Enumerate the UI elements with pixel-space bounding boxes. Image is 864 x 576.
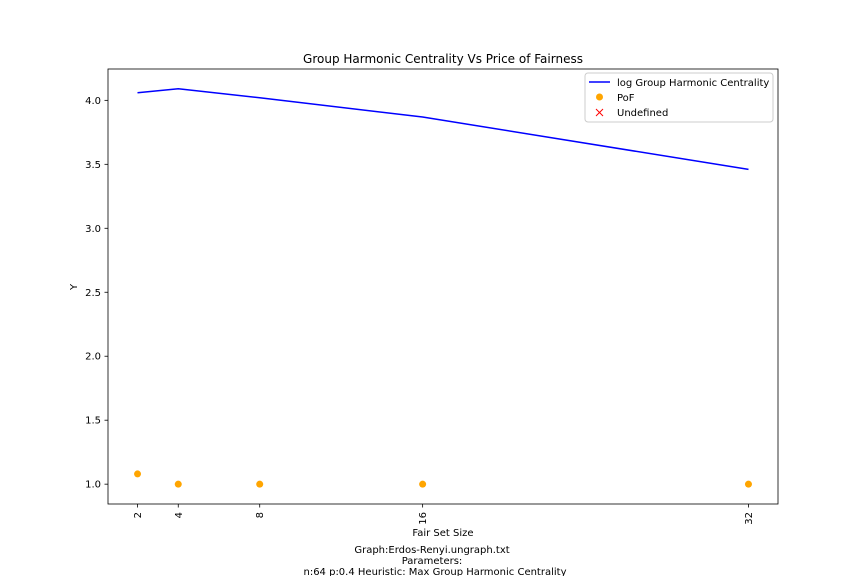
x-tick-label: 32 — [744, 512, 755, 525]
y-tick-label: 1.0 — [85, 480, 101, 491]
legend-label-log-group-harmonic-centrality: log Group Harmonic Centrality — [617, 78, 769, 89]
y-axis: 1.0 1.5 2.0 2.5 3.0 3.5 4.0 — [85, 96, 108, 491]
legend-pof-swatch — [596, 93, 603, 101]
x-axis-label: Fair Set Size — [412, 528, 473, 539]
x-tick-label: 2 — [133, 512, 144, 518]
legend-frame — [584, 72, 774, 123]
legend-label-undefined: Undefined — [617, 108, 668, 119]
x-tick-label: 4 — [174, 512, 185, 518]
caption-line-3: n:64 p:0.4 Heuristic: Max Group Harmonic… — [303, 567, 566, 576]
plot-area — [107, 68, 779, 505]
caption-line-1: Graph:Erdos-Renyi.ungraph.txt — [354, 545, 509, 556]
pof-point — [174, 480, 182, 488]
caption-line-2: Parameters: — [402, 556, 463, 567]
x-axis: 2 4 8 16 32 — [133, 504, 755, 525]
y-tick-label: 2.0 — [85, 352, 101, 363]
y-tick-label: 3.0 — [85, 224, 101, 235]
x-tick-label: 16 — [418, 512, 429, 525]
y-axis-label: Y — [69, 283, 80, 291]
pof-point — [744, 480, 752, 488]
pof-point — [256, 480, 264, 488]
series-line-log-group-harmonic-centrality — [137, 88, 749, 171]
y-tick-label: 3.5 — [85, 160, 101, 171]
pof-point — [134, 470, 142, 478]
y-tick-label: 2.5 — [85, 288, 101, 299]
y-tick-label: 1.5 — [85, 416, 101, 427]
legend: log Group Harmonic Centrality PoF Undefi… — [584, 72, 774, 123]
legend-undefined-swatch — [595, 108, 604, 117]
y-tick-label: 4.0 — [85, 96, 101, 107]
pof-point — [419, 480, 427, 488]
x-tick-label: 8 — [255, 512, 266, 518]
chart-title: Group Harmonic Centrality Vs Price of Fa… — [303, 52, 583, 66]
series-layer — [134, 88, 752, 488]
legend-label-pof: PoF — [617, 93, 635, 104]
